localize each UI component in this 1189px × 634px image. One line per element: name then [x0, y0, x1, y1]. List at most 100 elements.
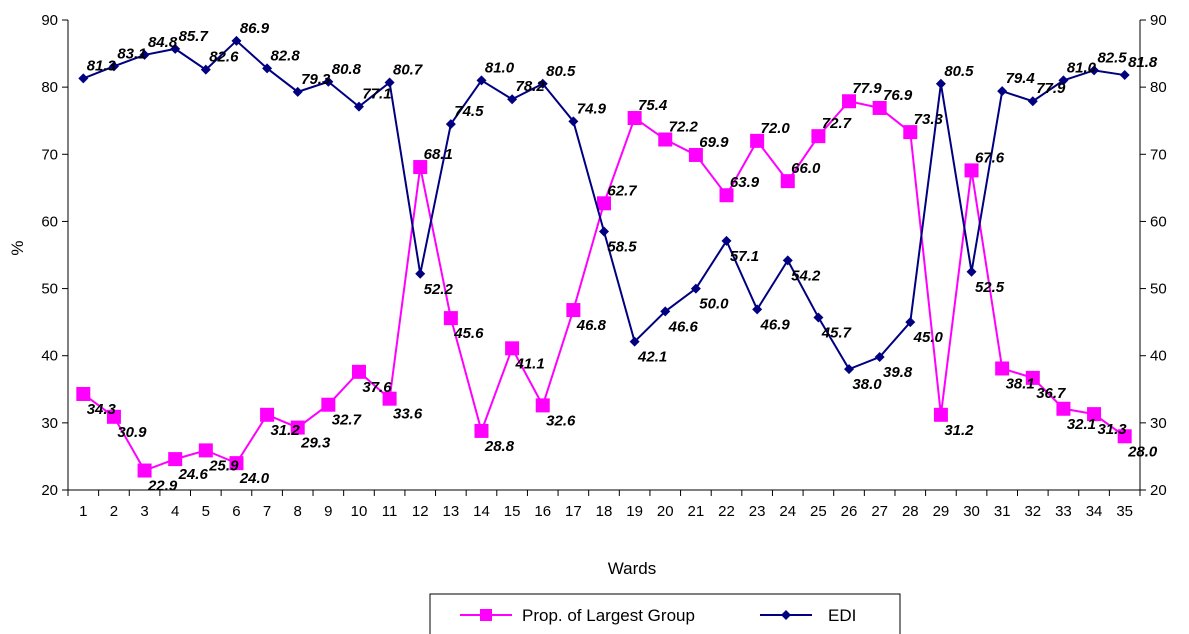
data-label-prop-largest-group: 75.4 [638, 97, 668, 114]
data-point [231, 35, 242, 46]
data-point [811, 129, 826, 144]
y-tick-label-left: 80 [41, 79, 58, 96]
data-point [200, 64, 211, 75]
data-label-prop-largest-group: 73.3 [914, 111, 944, 128]
x-tick-label: 24 [779, 503, 796, 520]
data-label-edi: 38.0 [852, 376, 882, 393]
y-tick-label-right: 40 [1150, 348, 1167, 365]
x-tick-label: 16 [534, 503, 551, 520]
data-point [262, 63, 273, 74]
x-tick-label: 5 [202, 503, 210, 520]
x-tick-label: 25 [810, 503, 827, 520]
data-label-edi: 82.6 [209, 49, 239, 66]
x-tick-label: 8 [294, 503, 302, 520]
data-point [905, 317, 916, 328]
data-point [78, 73, 89, 84]
x-tick-label: 35 [1116, 503, 1133, 520]
y-tick-label-right: 80 [1150, 79, 1167, 96]
data-point [535, 398, 550, 413]
data-point [782, 255, 793, 266]
data-label-edi: 57.1 [730, 248, 759, 265]
x-tick-label: 10 [351, 503, 368, 520]
data-point [323, 76, 334, 87]
series-edi [78, 35, 1130, 375]
data-point [844, 364, 855, 375]
data-point [597, 196, 611, 211]
y-tick-label-left: 20 [41, 482, 58, 499]
y-tick-label-right: 30 [1150, 415, 1167, 432]
data-label-edi: 79.4 [1006, 70, 1036, 87]
data-point [476, 75, 487, 86]
data-label-prop-largest-group: 34.3 [87, 401, 117, 418]
data-point [690, 283, 701, 294]
data-point [170, 43, 181, 54]
x-tick-label: 20 [657, 503, 674, 520]
x-tick-label: 32 [1024, 503, 1041, 520]
data-point [1119, 70, 1130, 81]
x-tick-label: 7 [263, 503, 271, 520]
data-point [413, 160, 428, 175]
y-tick-label-left: 30 [41, 415, 58, 432]
data-point [903, 125, 918, 140]
data-label-prop-largest-group: 37.6 [362, 379, 392, 396]
data-point [260, 407, 275, 422]
data-label-prop-largest-group: 69.9 [699, 134, 729, 151]
x-tick-label: 28 [902, 503, 919, 520]
data-point [995, 361, 1010, 376]
data-label-edi: 52.5 [975, 279, 1005, 296]
x-tick-label: 34 [1086, 503, 1103, 520]
y-tick-label-left: 90 [41, 12, 58, 29]
data-label-prop-largest-group: 77.9 [852, 80, 882, 97]
data-label-prop-largest-group: 25.9 [208, 457, 239, 474]
data-point [1027, 96, 1038, 107]
data-point [997, 86, 1008, 97]
data-label-edi: 80.5 [944, 63, 974, 80]
data-point [474, 423, 489, 438]
x-tick-label: 22 [718, 503, 735, 520]
data-label-edi: 84.8 [148, 34, 178, 51]
data-point [505, 341, 520, 356]
data-point [137, 463, 152, 478]
data-label-prop-largest-group: 76.9 [883, 87, 913, 104]
data-label-edi: 50.0 [699, 296, 729, 313]
data-point [1087, 407, 1102, 422]
data-label-prop-largest-group: 68.1 [424, 146, 453, 163]
data-label-prop-largest-group: 22.9 [147, 478, 178, 495]
data-label-edi: 83.1 [117, 45, 146, 62]
x-tick-label: 2 [110, 503, 118, 520]
data-point [507, 94, 518, 105]
data-label-edi: 77.1 [362, 86, 391, 103]
data-point [290, 420, 305, 435]
data-label-edi: 81.8 [1128, 54, 1158, 71]
data-point [1025, 370, 1040, 385]
y-tick-label-left: 50 [41, 281, 58, 298]
y-tick-label-right: 70 [1150, 146, 1167, 163]
y-tick-label-right: 90 [1150, 12, 1167, 29]
data-point [321, 397, 336, 412]
legend-marker [781, 610, 791, 620]
x-tick-label: 21 [688, 503, 705, 520]
x-tick-label: 29 [933, 503, 950, 520]
data-point [443, 311, 458, 326]
data-label-edi: 54.2 [791, 267, 821, 284]
data-label-edi: 78.2 [516, 78, 546, 95]
data-label-prop-largest-group: 36.7 [1036, 385, 1066, 402]
data-point [599, 226, 609, 237]
data-label-prop-largest-group: 28.0 [1127, 443, 1158, 460]
data-point [351, 364, 366, 379]
legend: Prop. of Largest Group EDI [429, 593, 901, 634]
data-label-prop-largest-group: 32.6 [546, 412, 576, 429]
data-point [382, 391, 397, 406]
data-label-edi: 81.3 [87, 57, 117, 74]
data-label-edi: 46.9 [760, 316, 791, 333]
data-point [568, 116, 579, 127]
data-label-edi: 42.1 [637, 349, 667, 366]
data-label-edi: 45.0 [913, 329, 944, 346]
series-line [82, 100, 1126, 472]
data-label-edi: 86.9 [240, 20, 270, 37]
data-label-prop-largest-group: 72.2 [669, 119, 699, 136]
data-point [415, 268, 426, 279]
data-point [780, 174, 795, 189]
data-label-prop-largest-group: 30.9 [117, 424, 147, 441]
